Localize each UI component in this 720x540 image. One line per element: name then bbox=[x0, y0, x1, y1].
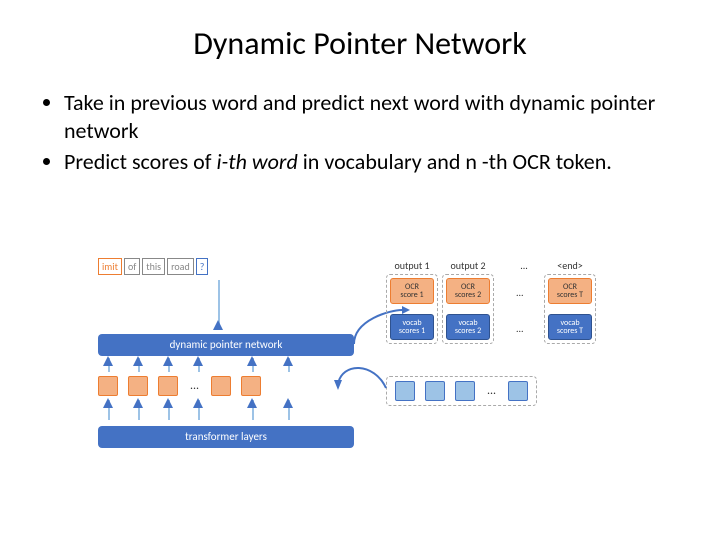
ocr-score-box: OCRscore 1 bbox=[390, 278, 434, 304]
curve-arrow-bottom bbox=[328, 354, 392, 404]
orange-square-row: ... bbox=[98, 376, 261, 396]
token-3: road bbox=[167, 258, 194, 275]
blue-square-row: ... bbox=[386, 376, 537, 406]
output-header: ... bbox=[502, 259, 546, 272]
orange-dots: ... bbox=[188, 379, 201, 393]
vocab-dots: ... bbox=[516, 322, 524, 335]
blue-dots: ... bbox=[485, 384, 498, 398]
token-row: imitofthisroad? bbox=[98, 258, 208, 275]
orange-square bbox=[98, 376, 118, 396]
orange-square bbox=[158, 376, 178, 396]
blue-square bbox=[455, 381, 475, 401]
token-1: of bbox=[124, 258, 140, 275]
dynamic-pointer-network-bar: dynamic pointer network bbox=[98, 334, 354, 356]
ocr-dots: ... bbox=[516, 286, 524, 299]
token-2: this bbox=[142, 258, 165, 275]
ocr-score-box: OCRscores T bbox=[548, 278, 592, 304]
bullet-list: Take in previous word and predict next w… bbox=[46, 89, 674, 176]
blue-square bbox=[425, 381, 445, 401]
output-header: output 2 bbox=[446, 259, 490, 272]
vocab-score-box: vocabscores T bbox=[548, 314, 592, 340]
orange-square bbox=[128, 376, 148, 396]
output-header: output 1 bbox=[390, 259, 434, 272]
vocab-score-box: vocabscores 2 bbox=[446, 314, 490, 340]
ocr-score-box: OCRscores 2 bbox=[446, 278, 490, 304]
vocab-score-box: vocabscores 1 bbox=[390, 314, 434, 340]
orange-square bbox=[211, 376, 231, 396]
slide-title: Dynamic Pointer Network bbox=[0, 0, 720, 63]
token-0: imit bbox=[98, 258, 122, 275]
blue-square bbox=[395, 381, 415, 401]
token-4: ? bbox=[196, 258, 209, 275]
transformer-layers-bar: transformer layers bbox=[98, 426, 354, 448]
blue-square bbox=[508, 381, 528, 401]
orange-square bbox=[241, 376, 261, 396]
bullet-2: Predict scores of i-th word in vocabular… bbox=[64, 148, 674, 176]
output-header: <end> bbox=[548, 259, 592, 272]
diagram: imitofthisroad? dynamic pointer network … bbox=[98, 258, 638, 488]
bullet-1: Take in previous word and predict next w… bbox=[64, 89, 674, 144]
